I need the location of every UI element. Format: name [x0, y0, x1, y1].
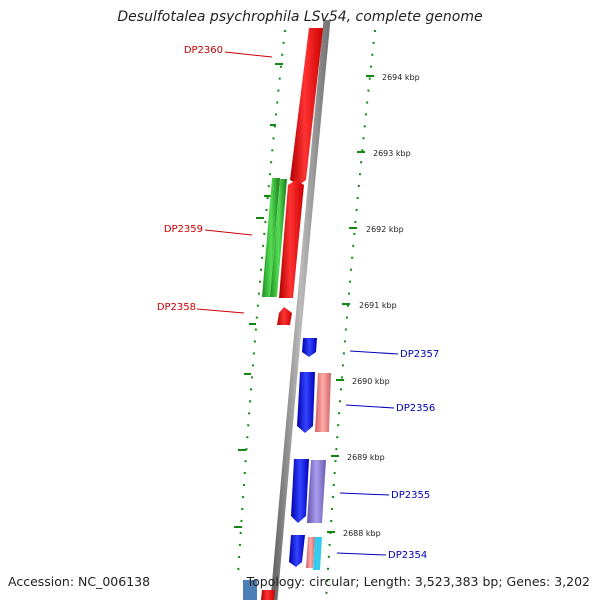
scale-label-2692: 2692 kbp [366, 225, 404, 234]
purple-feature [307, 460, 326, 523]
left-tick-marks [234, 63, 283, 528]
gene-label-dp2354: DP2354 [388, 550, 427, 561]
genome-title: Desulfotalea psychrophila LSv54, complet… [117, 9, 483, 25]
scale-label-2693: 2693 kbp [373, 149, 411, 158]
scale-label-2688: 2688 kbp [343, 529, 381, 538]
genome-backbone [270, 19, 331, 601]
gene-label-dp2359: DP2359 [164, 224, 203, 235]
gene-arrow-dp2358[interactable] [277, 307, 292, 325]
gene-arrow-dp2355[interactable] [291, 459, 309, 523]
scale-labels: 2694 kbp 2693 kbp 2692 kbp 2691 kbp 2690… [343, 73, 420, 538]
green-feature-1 [262, 178, 280, 297]
inner-tick-ring [325, 29, 376, 601]
red-feature-bottom [261, 590, 275, 600]
gene-arrow-dp2354[interactable] [289, 535, 305, 567]
scale-label-2690: 2690 kbp [352, 377, 390, 386]
green-feature-2 [270, 179, 287, 297]
gene-label-dp2357: DP2357 [400, 349, 439, 360]
gene-label-dp2360: DP2360 [184, 45, 223, 56]
gene-arrow-dp2356[interactable] [297, 372, 315, 433]
pink-small-feature [306, 537, 315, 568]
gene-arrow-dp2359[interactable] [279, 180, 304, 298]
scale-label-2691: 2691 kbp [359, 301, 397, 310]
scale-label-2689: 2689 kbp [347, 453, 385, 462]
outer-tick-ring [237, 29, 286, 576]
gene-arrow-dp2357[interactable] [302, 338, 317, 357]
right-tick-marks [327, 75, 374, 533]
gene-label-dp2356: DP2356 [396, 403, 435, 414]
topology-label: Topology: circular; Length: 3,523,383 bp… [246, 574, 590, 589]
blue-feature-bottom [243, 580, 257, 600]
gene-arrow-dp2360[interactable] [290, 28, 323, 185]
cyan-feature [313, 537, 322, 570]
gene-label-dp2355: DP2355 [391, 490, 430, 501]
gene-label-dp2358: DP2358 [157, 302, 196, 313]
scale-label-2694: 2694 kbp [382, 73, 420, 82]
accession-label: Accession: NC_006138 [8, 574, 151, 589]
pink-feature [315, 373, 331, 432]
leader-lines [196, 51, 399, 556]
